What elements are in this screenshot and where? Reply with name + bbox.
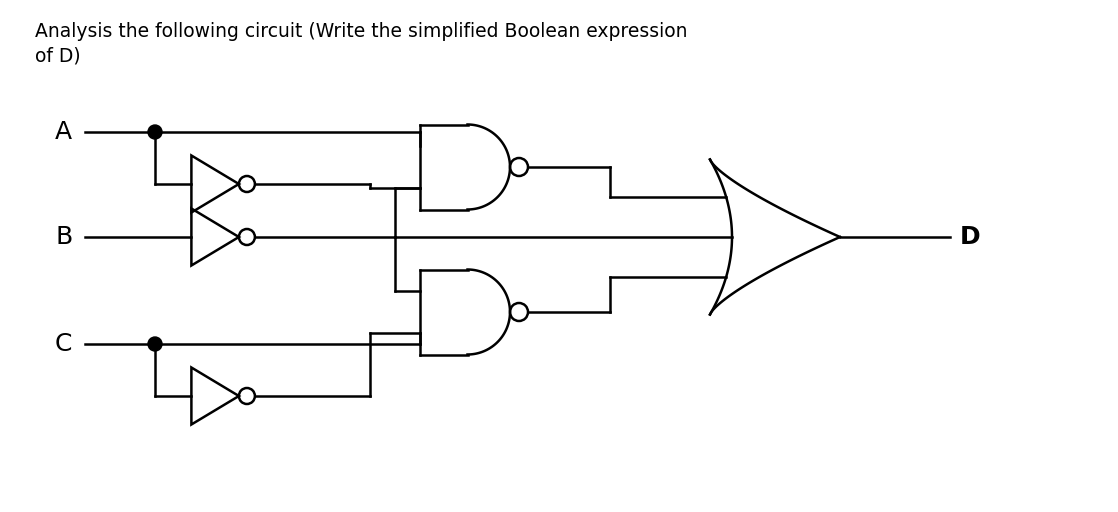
Text: A: A <box>55 120 73 144</box>
Circle shape <box>148 125 162 139</box>
Text: D: D <box>960 225 980 249</box>
Circle shape <box>148 337 162 351</box>
Text: B: B <box>55 225 73 249</box>
Text: C: C <box>55 332 73 356</box>
Text: Analysis the following circuit (Write the simplified Boolean expression: Analysis the following circuit (Write th… <box>35 22 688 41</box>
Text: of D): of D) <box>35 47 80 66</box>
